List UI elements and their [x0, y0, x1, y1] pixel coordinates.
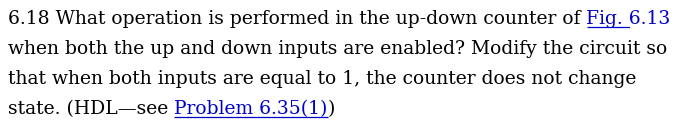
Text: Fig. 6.13: Fig. 6.13: [587, 10, 671, 28]
Text: ): ): [328, 100, 335, 118]
Text: when both the up and down inputs are enabled? Modify the circuit so: when both the up and down inputs are ena…: [8, 40, 667, 58]
Text: that when both inputs are equal to 1, the counter does not change: that when both inputs are equal to 1, th…: [8, 70, 636, 88]
Text: state. (HDL—see: state. (HDL—see: [8, 100, 174, 118]
Text: Problem 6.35(1): Problem 6.35(1): [174, 100, 328, 118]
Text: 6.18 What operation is performed in the up-down counter of: 6.18 What operation is performed in the …: [8, 10, 587, 28]
